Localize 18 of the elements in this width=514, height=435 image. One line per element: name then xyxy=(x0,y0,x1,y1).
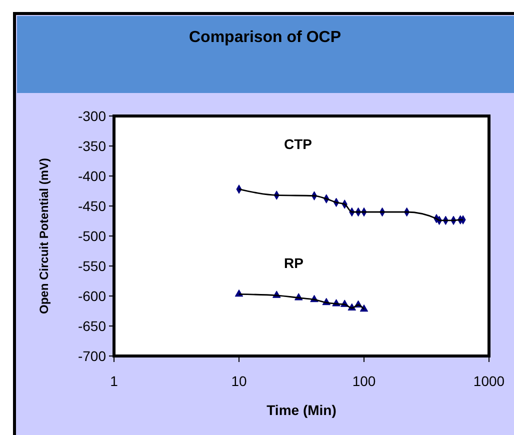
y-tick-label: -400 xyxy=(78,168,106,184)
y-tick-label: -450 xyxy=(78,198,106,214)
y-tick-label: -300 xyxy=(78,108,106,124)
x-tick-label: 10 xyxy=(231,373,247,389)
chart-title: Comparison of OCP xyxy=(188,29,342,46)
text: CTP xyxy=(284,136,312,152)
x-axis-title: Time (Min) xyxy=(266,402,336,418)
x-tick-label: 100 xyxy=(352,373,376,389)
y-tick-label: -350 xyxy=(78,138,106,154)
y-tick-label: -600 xyxy=(78,288,106,304)
y-axis-title: Open Circuit Potential (mV) xyxy=(37,158,51,314)
x-tick-label: 1000 xyxy=(473,373,505,389)
series-label: RP xyxy=(284,255,304,272)
y-tick-label: -650 xyxy=(78,318,106,334)
y-tick-label: -700 xyxy=(78,348,106,364)
y-tick-label: -550 xyxy=(78,258,106,274)
y-tick-label: -500 xyxy=(78,228,106,244)
x-tick-label: 1 xyxy=(110,373,118,389)
